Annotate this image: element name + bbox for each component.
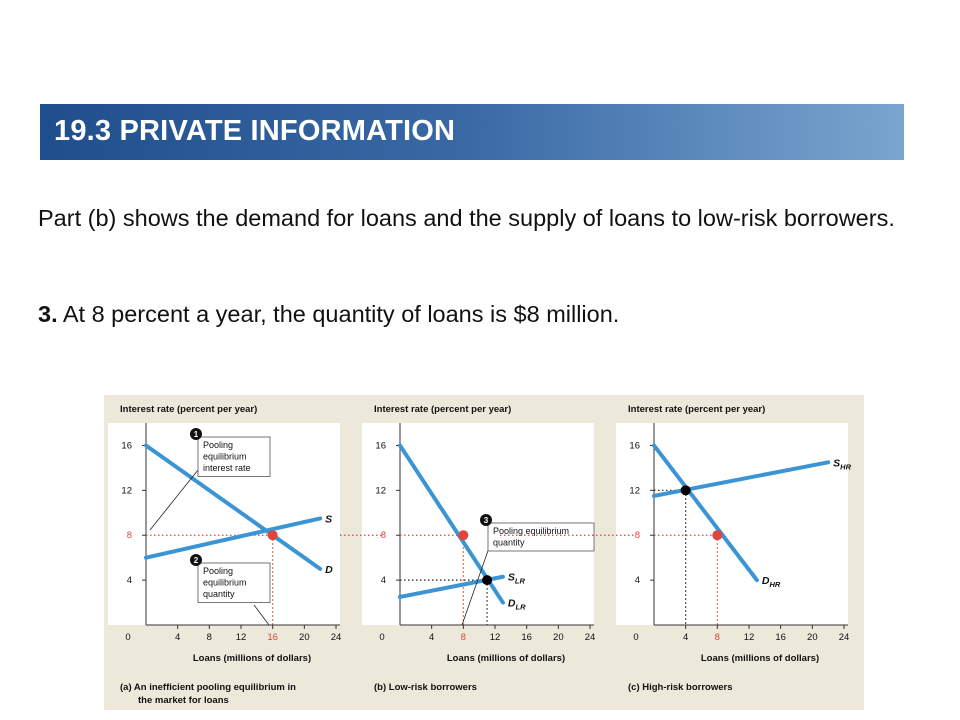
x-tick-label: 12 (490, 632, 501, 643)
y-axis-label: Interest rate (percent per year) (628, 404, 765, 415)
callout-text: equilibrium (203, 578, 247, 588)
x-tick-label: 12 (236, 632, 247, 643)
figure-loan-markets: Interest rate (percent per year) 4 8 12 16 0 4… (104, 395, 864, 710)
panel-c: Interest rate (percent per year) 4 8 12 16 0 4… (616, 404, 852, 693)
x-axis-label: Loans (millions of dollars) (193, 653, 311, 664)
x-tick-label: 24 (585, 632, 596, 643)
y-tick-label: 16 (375, 440, 386, 451)
curve-label-letter: S (508, 572, 515, 584)
paragraph-point-3: 3. At 8 percent a year, the quantity of … (38, 296, 918, 332)
callout-number-badge (480, 514, 492, 526)
x-axis-label: Loans (millions of dollars) (701, 653, 819, 664)
slide-title: 19.3 PRIVATE INFORMATION (54, 115, 456, 147)
callout-box (197, 562, 271, 603)
panel-caption: (a) An inefficient pooling equilibrium i… (120, 682, 296, 693)
x-tick-label: 16 (521, 632, 532, 643)
x-tick-label: 20 (299, 632, 310, 643)
curve-label-D: DLR (508, 598, 526, 612)
x-tick-label: 0 (633, 632, 638, 643)
y-tick-label: 16 (121, 440, 132, 451)
y-axis-label: Interest rate (percent per year) (374, 404, 511, 415)
callout-text: quantity (493, 538, 525, 548)
y-tick-label: 12 (375, 485, 386, 496)
curve-D (144, 443, 323, 571)
title-banner: 19.3 PRIVATE INFORMATION (40, 104, 904, 160)
paragraph-part-b: Part (b) shows the demand for loans and … (38, 205, 895, 231)
callout-text: Pooling (203, 440, 233, 450)
market-point (680, 485, 691, 496)
x-tick-label: 24 (839, 632, 850, 643)
curve-label-subscript: HR (840, 462, 851, 471)
callout-number: 1 (194, 430, 199, 439)
y-tick-label: 8 (381, 530, 386, 541)
y-tick-label: 4 (635, 575, 640, 586)
y-tick-label: 4 (127, 575, 132, 586)
callout-number-badge (190, 554, 202, 566)
y-tick-label: 4 (381, 575, 386, 586)
x-tick-label: 12 (744, 632, 755, 643)
x-tick-label: 0 (125, 632, 130, 643)
curve-label-S: S (325, 513, 332, 525)
x-tick-label: 20 (807, 632, 818, 643)
callout-number: 3 (484, 516, 489, 525)
callout-text: equilibrium (203, 452, 247, 462)
x-tick-label: 24 (331, 632, 342, 643)
pooling-rate-point (712, 530, 723, 541)
pooling-equilibrium-point (267, 530, 278, 541)
curve-label-letter: S (325, 513, 332, 525)
curve-label-S: SHR (833, 457, 851, 471)
panel-caption: (b) Low-risk borrowers (374, 682, 477, 693)
y-tick-label: 16 (629, 440, 640, 451)
callout-leader (149, 469, 199, 531)
curve-label-letter: S (833, 457, 840, 469)
curve-label-letter: D (762, 575, 770, 587)
callout-text: quantity (203, 589, 235, 599)
curve-label-subscript: HR (770, 580, 781, 589)
curve-label-D: DHR (762, 575, 781, 589)
x-tick-label: 4 (683, 632, 688, 643)
x-axis-label: Loans (millions of dollars) (447, 653, 565, 664)
curve-label-S: SLR (508, 572, 526, 586)
y-tick-label: 12 (121, 485, 132, 496)
x-tick-label: 20 (553, 632, 564, 643)
curve-D (652, 443, 759, 583)
x-tick-label: 8 (461, 632, 466, 643)
x-tick-label: 16 (775, 632, 786, 643)
curve-label-subscript: LR (516, 603, 527, 612)
x-tick-label: 16 (267, 632, 278, 643)
callout-number: 2 (194, 556, 199, 565)
callout-box (487, 522, 595, 552)
y-tick-label: 8 (635, 530, 640, 541)
panel-b: Interest rate (percent per year) 4 8 12 16 0 4… (362, 404, 595, 693)
panel-caption-line2: the market for loans (138, 695, 229, 706)
curve-label-letter: D (508, 598, 516, 610)
point-text: At 8 percent a year, the quantity of loa… (57, 301, 620, 327)
market-point (482, 575, 493, 586)
callout-leader (253, 604, 270, 626)
y-tick-label: 8 (127, 530, 132, 541)
y-axis-label: Interest rate (percent per year) (120, 404, 257, 415)
curve-label-letter: D (325, 564, 333, 576)
x-tick-label: 8 (715, 632, 720, 643)
curve-label-D: D (325, 564, 333, 576)
callout-box (197, 436, 271, 477)
panel-caption: (c) High-risk borrowers (628, 682, 733, 693)
callout-number-badge (190, 428, 202, 440)
callout-leader (461, 544, 491, 626)
curve-S (144, 516, 323, 560)
plot-area (616, 423, 848, 625)
curve-label-subscript: LR (515, 577, 526, 586)
callout-text: Pooling (203, 566, 233, 576)
callout-text: Pooling equilibrium (493, 526, 569, 536)
x-tick-label: 4 (175, 632, 180, 643)
y-tick-label: 12 (629, 485, 640, 496)
x-tick-label: 0 (379, 632, 384, 643)
x-tick-label: 4 (429, 632, 434, 643)
point-number: 3. (38, 301, 58, 327)
pooling-rate-point (458, 530, 469, 541)
callout-text: interest rate (203, 463, 251, 473)
x-tick-label: 8 (207, 632, 212, 643)
